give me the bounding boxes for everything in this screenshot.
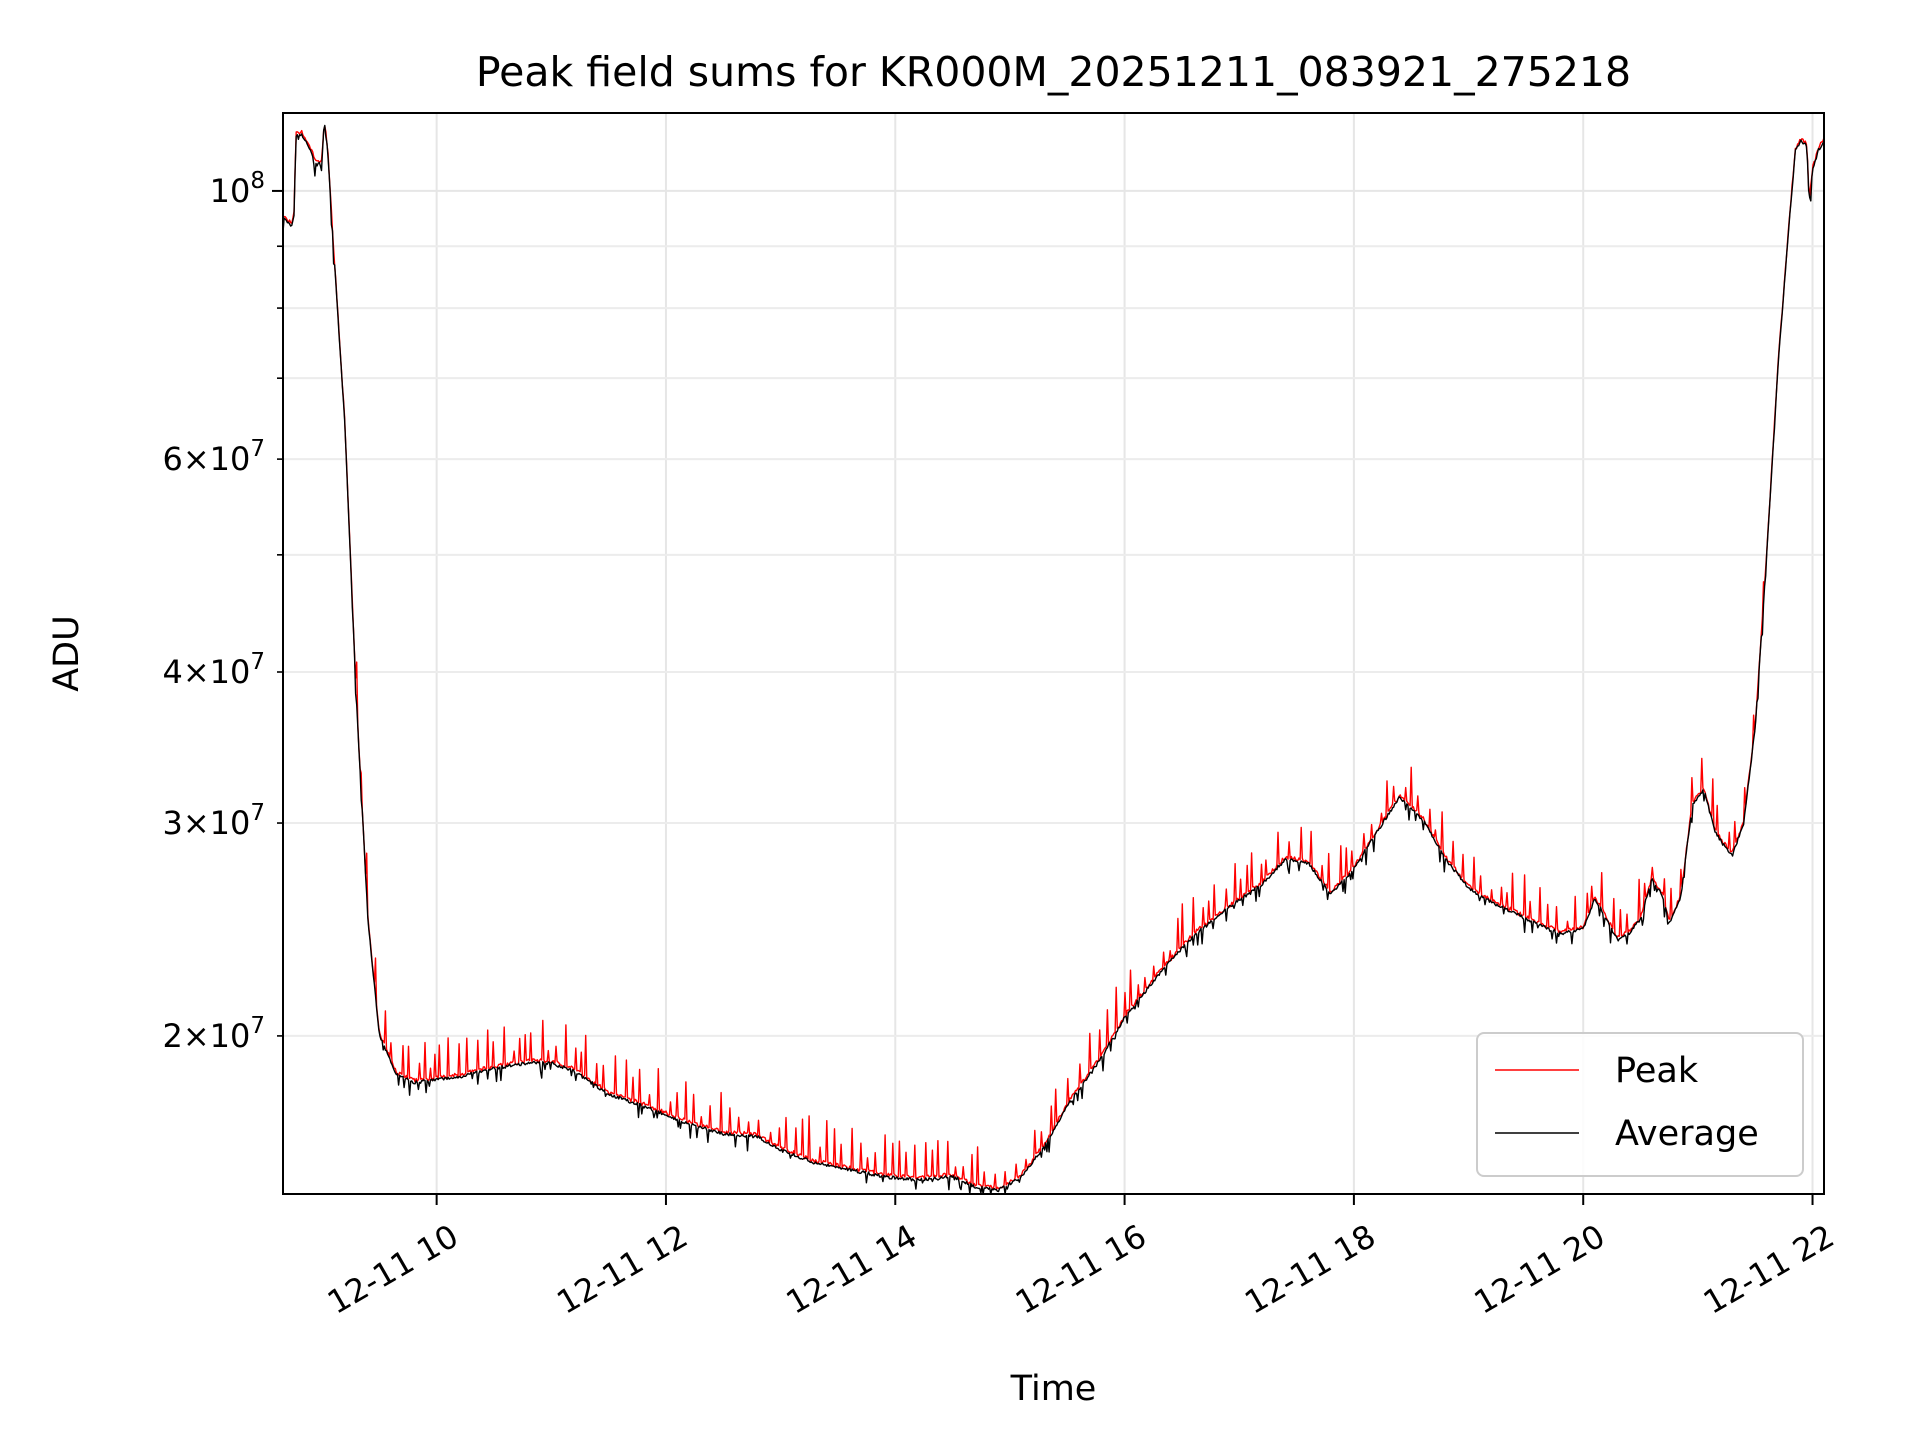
y-tick-label: 6×107 — [162, 436, 265, 478]
legend-average-label: Average — [1615, 1114, 1759, 1154]
legend: Peak Average — [1476, 1032, 1804, 1177]
series-layer — [283, 124, 1824, 1194]
y-axis-label: ADU — [47, 615, 87, 692]
legend-box — [1476, 1032, 1804, 1177]
legend-peak-label: Peak — [1615, 1051, 1699, 1091]
y-tick-label: 108 — [210, 168, 265, 210]
grid-layer — [283, 113, 1824, 1194]
x-axis-label: Time — [1010, 1369, 1097, 1409]
plot-frame — [282, 112, 1825, 1195]
y-tick-label: 3×107 — [162, 800, 265, 842]
y-tick-label: 2×107 — [162, 1013, 265, 1055]
y-tick-label: 4×107 — [162, 649, 265, 691]
series-line-average — [283, 124, 1824, 1194]
chart-title: Peak field sums for KR000M_20251211_0839… — [476, 48, 1631, 96]
